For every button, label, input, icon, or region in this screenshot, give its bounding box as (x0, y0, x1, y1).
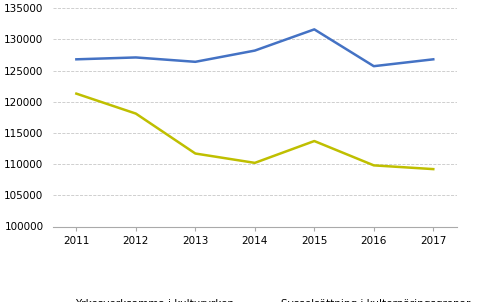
Sysselsättning i kulternäringsgrenar (311, 139, 317, 143)
Yrkesverksamma i kulturyrken (74, 57, 80, 61)
Sysselsättning i kulternäringsgrenar (133, 112, 139, 115)
Line: Sysselsättning i kulternäringsgrenar: Sysselsättning i kulternäringsgrenar (77, 94, 433, 169)
Sysselsättning i kulternäringsgrenar (192, 152, 198, 155)
Yrkesverksamma i kulturyrken (192, 60, 198, 64)
Yrkesverksamma i kulturyrken (252, 49, 258, 53)
Line: Yrkesverksamma i kulturyrken: Yrkesverksamma i kulturyrken (77, 29, 433, 66)
Sysselsättning i kulternäringsgrenar (430, 167, 436, 171)
Legend: Yrkesverksamma i kulturyrken, Sysselsättning i kulternäringsgrenar: Yrkesverksamma i kulturyrken, Sysselsätt… (35, 295, 475, 302)
Sysselsättning i kulternäringsgrenar (252, 161, 258, 165)
Yrkesverksamma i kulturyrken (311, 27, 317, 31)
Yrkesverksamma i kulturyrken (430, 57, 436, 61)
Yrkesverksamma i kulturyrken (133, 56, 139, 59)
Yrkesverksamma i kulturyrken (371, 64, 377, 68)
Sysselsättning i kulternäringsgrenar (371, 164, 377, 167)
Sysselsättning i kulternäringsgrenar (74, 92, 80, 95)
